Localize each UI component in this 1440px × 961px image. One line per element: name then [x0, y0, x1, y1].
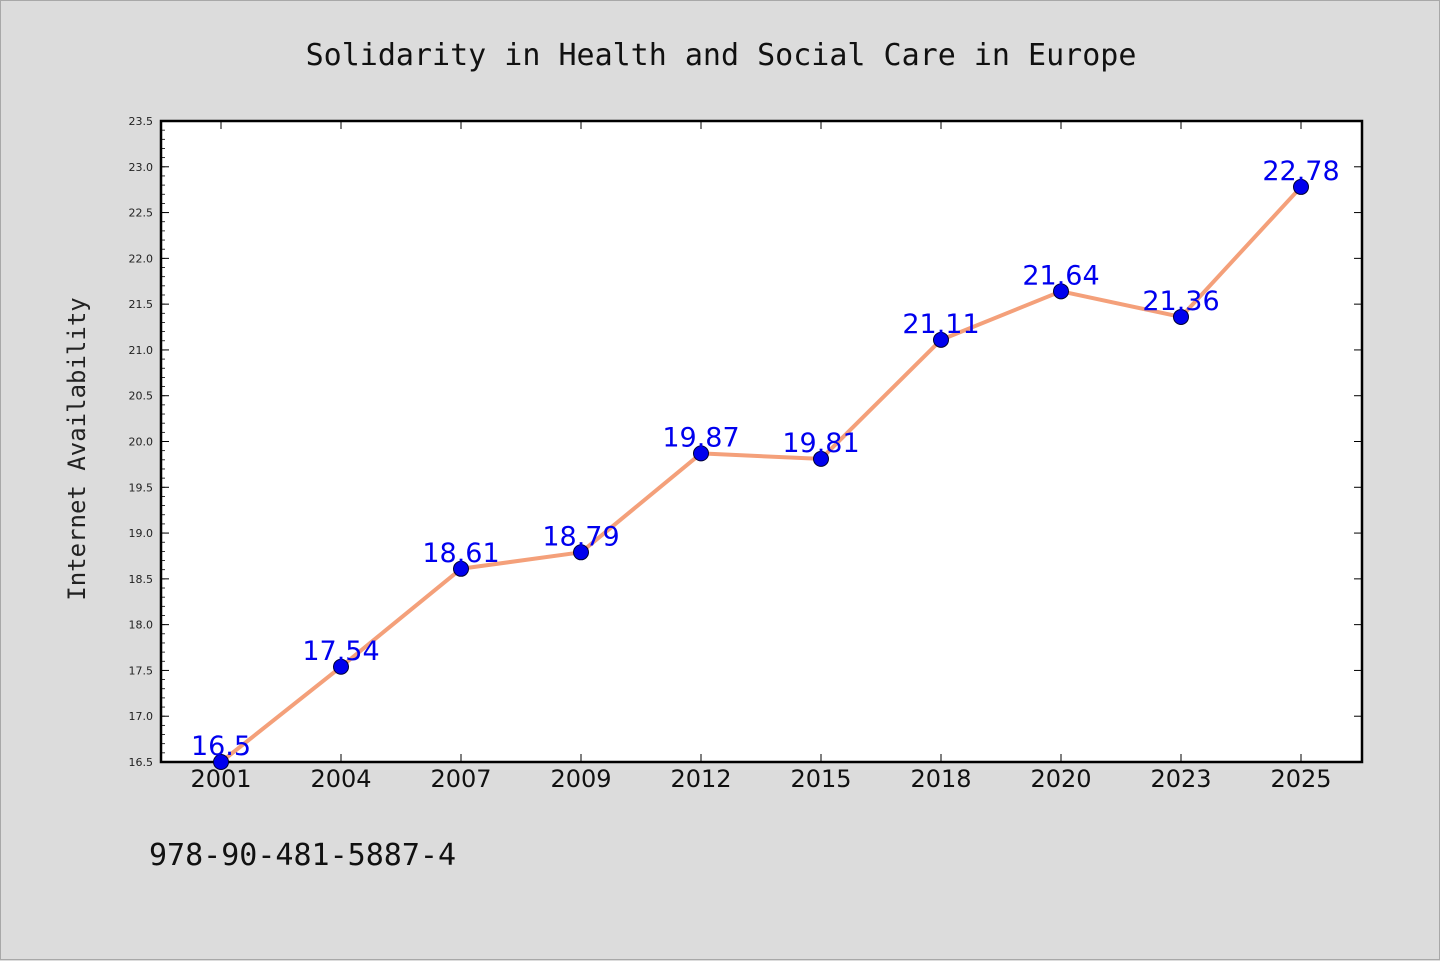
- x-tick-label: 2007: [430, 765, 491, 793]
- y-tick-label: 16.5: [129, 756, 154, 769]
- y-tick-label: 18.5: [129, 573, 154, 586]
- data-point: [1293, 178, 1309, 195]
- y-tick-label: 19.5: [129, 481, 154, 494]
- chart-title: Solidarity in Health and Social Care in …: [306, 38, 1137, 73]
- x-tick-label: 2012: [670, 765, 731, 793]
- y-tick-label: 22.0: [129, 252, 154, 265]
- y-tick-label: 21.5: [129, 298, 154, 311]
- data-label: 19.81: [782, 428, 859, 459]
- y-tick-label: 23.5: [129, 115, 154, 128]
- data-point: [453, 560, 469, 577]
- data-label: 16.5: [191, 731, 251, 762]
- y-tick-label: 18.0: [129, 619, 154, 632]
- x-tick-label: 2020: [1030, 765, 1091, 793]
- data-point: [1053, 283, 1069, 300]
- x-tick-label: 2004: [310, 765, 371, 793]
- data-point: [813, 450, 829, 467]
- data-labels: 16.5 17.54 18.61 18.79 19.87 19.81 21.11 21.64 2…: [191, 156, 1340, 762]
- series-line: [219, 185, 1303, 764]
- data-label: 22.78: [1262, 156, 1339, 187]
- y-axis-label: Internet Availability: [63, 297, 91, 600]
- data-label: 21.64: [1022, 260, 1099, 291]
- y-tick-label: 20.0: [129, 436, 154, 449]
- data-point: [573, 544, 589, 561]
- data-point: [333, 658, 349, 675]
- data-label: 21.36: [1142, 286, 1219, 317]
- data-label: 21.11: [902, 309, 979, 340]
- x-tick-label: 2025: [1270, 765, 1331, 793]
- y-tick-label: 21.0: [129, 344, 154, 357]
- y-axis: 16.5 17.0 17.5 18.0 18.5 19.0 19.5 20.0 20.5 21.0…: [129, 115, 1362, 769]
- y-tick-label: 23.0: [129, 161, 154, 174]
- series-line-group: [213, 178, 1309, 770]
- x-tick-label: 2015: [790, 765, 851, 793]
- data-point: [1173, 308, 1189, 325]
- x-tick-label: 2023: [1150, 765, 1211, 793]
- data-point: [933, 331, 949, 348]
- isbn-annotation: 978-90-481-5887-4: [149, 838, 456, 873]
- y-tick-label: 17.5: [129, 664, 154, 677]
- y-tick-label: 17.0: [129, 710, 154, 723]
- x-tick-label: 2018: [910, 765, 971, 793]
- data-point: [213, 754, 229, 770]
- data-point: [693, 445, 709, 462]
- x-tick-label: 2009: [550, 765, 611, 793]
- data-label: 18.61: [422, 538, 499, 569]
- y-tick-label: 22.5: [129, 207, 154, 220]
- y-tick-label: 20.5: [129, 390, 154, 403]
- data-label: 17.54: [302, 636, 379, 667]
- plot-area: [159, 119, 1364, 764]
- x-axis: 2001 2004 2007 2009 2012 2015 2018 2020 2023 2025: [190, 121, 1332, 793]
- y-tick-label: 19.0: [129, 527, 154, 540]
- data-label: 19.87: [662, 422, 739, 453]
- data-label: 18.79: [542, 521, 619, 552]
